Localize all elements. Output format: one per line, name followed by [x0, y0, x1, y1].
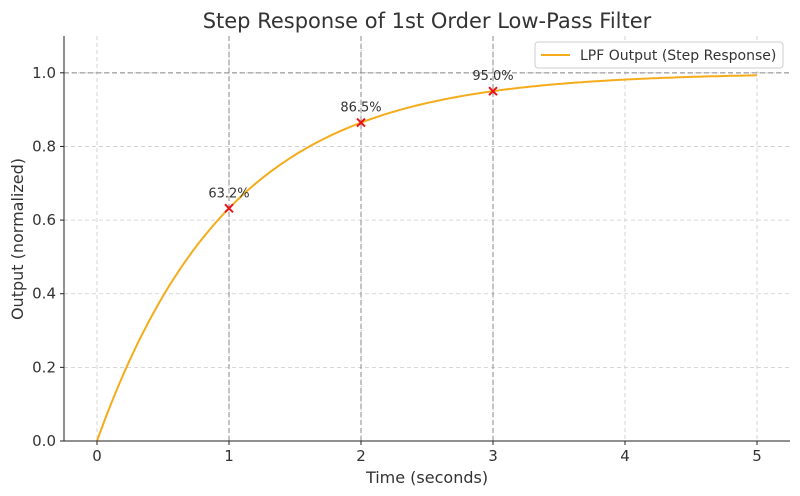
y-tick-label: 0.0 [32, 432, 56, 450]
data-point-marker [224, 203, 234, 214]
y-tick-label: 0.8 [32, 137, 56, 155]
y-tick-label: 1.0 [32, 64, 56, 82]
y-axis-label: Output (normalized) [8, 158, 27, 320]
x-tick-label: 5 [752, 447, 762, 465]
chart-title: Step Response of 1st Order Low-Pass Filt… [203, 9, 652, 33]
y-tick-label: 0.4 [32, 285, 56, 303]
series-line [96, 74, 758, 442]
data-point-marker [488, 86, 498, 96]
x-tick-label: 4 [620, 447, 630, 465]
x-axis-label: Time (seconds) [365, 468, 488, 487]
x-tick-label: 2 [356, 447, 366, 465]
x-tick-label: 3 [488, 447, 498, 465]
y-tick-label: 0.6 [32, 211, 56, 229]
legend-label: LPF Output (Step Response) [580, 48, 776, 64]
data-point-label: 86.5% [340, 101, 381, 116]
y-tick-label: 0.2 [32, 358, 56, 376]
x-tick-label: 0 [92, 447, 102, 465]
legend: LPF Output (Step Response) [534, 41, 784, 69]
x-tick-label: 1 [224, 447, 234, 465]
data-point-marker [356, 117, 366, 128]
data-point-label: 95.0% [472, 69, 513, 84]
data-point-label: 63.2% [208, 186, 249, 201]
